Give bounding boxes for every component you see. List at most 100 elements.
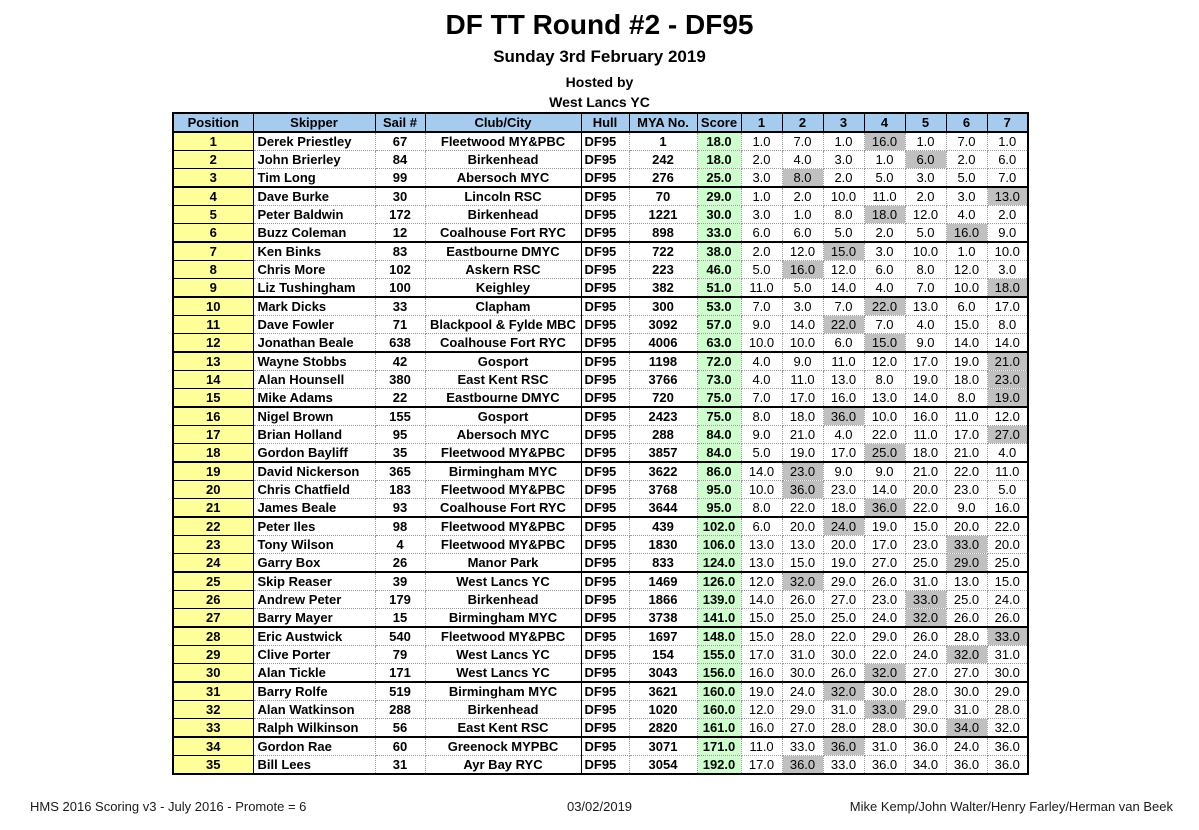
sail-number-cell: 35 bbox=[375, 443, 426, 463]
race-score-cell: 9.0 bbox=[741, 315, 783, 334]
sail-number-cell: 4 bbox=[375, 535, 426, 554]
race-score-cell: 3.0 bbox=[782, 297, 824, 316]
club-cell: Birmingham MYC bbox=[425, 608, 582, 628]
mya-number-cell: 722 bbox=[629, 242, 698, 261]
race-score-cell: 7.0 bbox=[741, 297, 783, 316]
skipper-cell: Mark Dicks bbox=[253, 297, 376, 316]
race-score-cell: 15.0 bbox=[905, 517, 947, 536]
race-score-cell: 1.0 bbox=[823, 132, 865, 151]
column-header-4: 4 bbox=[863, 112, 906, 133]
score-cell: 33.0 bbox=[697, 223, 742, 243]
race-score-cell: 26.0 bbox=[864, 572, 906, 591]
race-score-cell: 10.0 bbox=[946, 278, 988, 298]
position-cell: 4 bbox=[172, 186, 254, 206]
score-cell: 126.0 bbox=[697, 572, 742, 591]
race-score-cell: 17.0 bbox=[905, 352, 947, 371]
hull-cell: DF95 bbox=[580, 425, 630, 444]
sail-number-cell: 56 bbox=[375, 718, 426, 738]
position-cell: 13 bbox=[172, 351, 254, 371]
score-cell: 95.0 bbox=[697, 498, 742, 518]
hull-cell: DF95 bbox=[580, 590, 630, 609]
mya-number-cell: 3644 bbox=[629, 498, 698, 518]
skipper-cell: Garry Box bbox=[253, 553, 376, 573]
mya-number-cell: 2820 bbox=[629, 718, 698, 738]
position-cell: 2 bbox=[172, 150, 254, 169]
race-score-cell: 20.0 bbox=[782, 517, 824, 536]
table-row: 35 Bill Lees 31 Ayr Bay RYC DF95 3054 192.0 17.… bbox=[172, 755, 1029, 775]
club-cell: East Kent RSC bbox=[425, 370, 582, 389]
race-score-cell: 1.0 bbox=[741, 132, 783, 151]
race-score-cell: 33.0 bbox=[987, 627, 1029, 646]
skipper-cell: Peter Baldwin bbox=[253, 205, 376, 224]
club-cell: Birmingham MYC bbox=[425, 682, 582, 701]
score-cell: 160.0 bbox=[697, 682, 742, 701]
race-score-cell: 14.0 bbox=[864, 480, 906, 499]
race-score-cell: 20.0 bbox=[987, 535, 1029, 554]
race-score-cell: 12.0 bbox=[987, 407, 1029, 426]
sail-number-cell: 71 bbox=[375, 315, 426, 334]
column-header-2: 2 bbox=[781, 112, 824, 133]
race-score-cell: 15.0 bbox=[864, 333, 906, 353]
skipper-cell: Alan Hounsell bbox=[253, 370, 376, 389]
race-score-cell: 18.0 bbox=[864, 205, 906, 224]
club-cell: West Lancs YC bbox=[425, 663, 582, 683]
race-score-cell: 6.0 bbox=[823, 333, 865, 353]
race-score-cell: 11.0 bbox=[946, 407, 988, 426]
skipper-cell: Andrew Peter bbox=[253, 590, 376, 609]
race-score-cell: 2.0 bbox=[905, 187, 947, 206]
race-score-cell: 5.0 bbox=[741, 443, 783, 463]
position-cell: 33 bbox=[172, 718, 254, 738]
skipper-cell: Ken Binks bbox=[253, 242, 376, 261]
hull-cell: DF95 bbox=[580, 480, 630, 499]
race-score-cell: 2.0 bbox=[987, 205, 1029, 224]
position-cell: 7 bbox=[172, 241, 254, 261]
mya-number-cell: 3738 bbox=[629, 608, 698, 628]
race-score-cell: 21.0 bbox=[905, 462, 947, 481]
hull-cell: DF95 bbox=[580, 755, 630, 775]
race-score-cell: 4.0 bbox=[741, 352, 783, 371]
club-cell: Eastbourne DMYC bbox=[425, 242, 582, 261]
sail-number-cell: 79 bbox=[375, 645, 426, 664]
position-cell: 10 bbox=[172, 296, 254, 316]
results-table-head: Position Skipper Sail # Club/City Hull MYA No… bbox=[172, 112, 1029, 133]
race-score-cell: 32.0 bbox=[823, 682, 865, 701]
race-score-cell: 16.0 bbox=[741, 718, 783, 738]
race-score-cell: 10.0 bbox=[987, 242, 1029, 261]
hull-cell: DF95 bbox=[580, 498, 630, 518]
race-score-cell: 10.0 bbox=[823, 187, 865, 206]
mya-number-cell: 1020 bbox=[629, 700, 698, 719]
column-header-score: Score bbox=[696, 112, 742, 133]
table-row: 4 Dave Burke 30 Lincoln RSC DF95 70 29.0 1.0 2.0… bbox=[172, 186, 1029, 206]
race-score-cell: 5.0 bbox=[741, 260, 783, 279]
mya-number-cell: 720 bbox=[629, 388, 698, 408]
skipper-cell: Barry Mayer bbox=[253, 608, 376, 628]
race-score-cell: 15.0 bbox=[946, 315, 988, 334]
race-score-cell: 27.0 bbox=[946, 663, 988, 683]
mya-number-cell: 3043 bbox=[629, 663, 698, 683]
sail-number-cell: 99 bbox=[375, 168, 426, 188]
mya-number-cell: 3621 bbox=[629, 682, 698, 701]
position-cell: 19 bbox=[172, 461, 254, 481]
race-score-cell: 7.0 bbox=[823, 297, 865, 316]
race-score-cell: 21.0 bbox=[987, 352, 1029, 371]
score-cell: 57.0 bbox=[697, 315, 742, 334]
position-cell: 21 bbox=[172, 498, 254, 518]
race-score-cell: 4.0 bbox=[987, 443, 1029, 463]
race-score-cell: 13.0 bbox=[823, 370, 865, 389]
score-cell: 18.0 bbox=[697, 150, 742, 169]
table-row: 25 Skip Reaser 39 West Lancs YC DF95 1469 126.… bbox=[172, 571, 1029, 591]
sail-number-cell: 98 bbox=[375, 517, 426, 536]
mya-number-cell: 2423 bbox=[629, 407, 698, 426]
position-cell: 18 bbox=[172, 443, 254, 463]
table-row: 18 Gordon Bayliff 35 Fleetwood MY&PBC DF95 38… bbox=[172, 443, 1029, 463]
race-score-cell: 32.0 bbox=[946, 645, 988, 664]
race-score-cell: 8.0 bbox=[741, 498, 783, 518]
race-score-cell: 34.0 bbox=[905, 755, 947, 775]
race-score-cell: 16.0 bbox=[946, 223, 988, 243]
race-score-cell: 30.0 bbox=[864, 682, 906, 701]
race-score-cell: 24.0 bbox=[905, 645, 947, 664]
hull-cell: DF95 bbox=[580, 663, 630, 683]
mya-number-cell: 4006 bbox=[629, 333, 698, 353]
race-score-cell: 4.0 bbox=[864, 278, 906, 298]
mya-number-cell: 3622 bbox=[629, 462, 698, 481]
